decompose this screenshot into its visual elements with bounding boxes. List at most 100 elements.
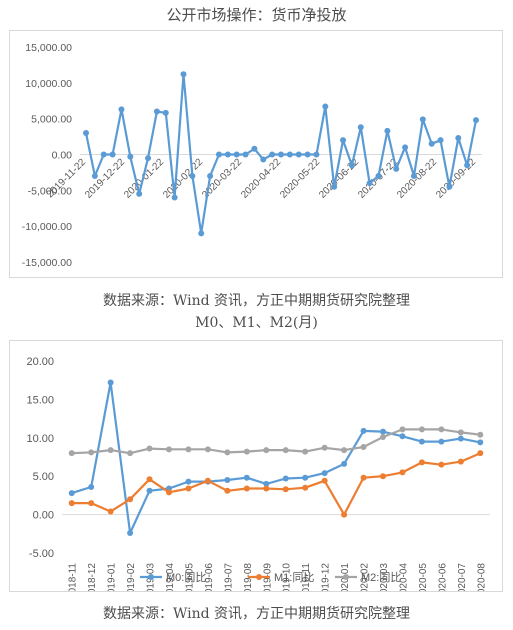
x-tick-label: 2020-01-22 (122, 157, 166, 201)
data-point (146, 445, 153, 452)
data-point (380, 434, 386, 441)
data-point (198, 230, 205, 237)
data-point (446, 183, 453, 190)
data-point (455, 135, 462, 142)
x-tick-label: 2020-06 (437, 563, 448, 591)
data-point (153, 108, 160, 115)
legend-label: M0:同比 (166, 571, 206, 584)
data-point (322, 103, 329, 110)
x-tick-label: 2020-08 (476, 563, 487, 591)
data-point (166, 446, 172, 453)
data-point (263, 447, 270, 454)
y-tick-label: -15,000.00 (22, 257, 72, 269)
y-tick-label: -5.00 (29, 548, 54, 560)
data-point (118, 106, 125, 113)
series-line (71, 428, 481, 455)
x-tick-label: 2019-03 (146, 563, 157, 591)
x-tick-label: 2020-01 (340, 563, 351, 591)
data-point (457, 429, 464, 436)
data-point (204, 446, 211, 453)
x-tick-label: 2020-05 (418, 563, 429, 591)
data-point (341, 447, 348, 454)
y-tick-label: 0.00 (52, 150, 73, 162)
y-tick-label: -5,000.00 (28, 185, 73, 197)
x-tick-label: 2019-01 (107, 563, 118, 591)
data-point (282, 475, 289, 482)
data-point (399, 433, 406, 440)
data-point (418, 426, 425, 433)
data-point (251, 145, 258, 152)
x-tick-label: 2018-11 (68, 563, 79, 591)
data-point (107, 379, 114, 386)
data-point (146, 476, 153, 483)
x-tick-label: 2019-05 (184, 563, 195, 591)
legend-label: M1:同比 (274, 571, 314, 584)
data-point (457, 435, 464, 442)
x-tick-label: 2019-10 (282, 563, 293, 591)
y-tick-label: 20.00 (26, 356, 54, 368)
legend-label: M2:同比 (361, 571, 401, 584)
data-point (180, 71, 187, 78)
data-point (162, 109, 169, 116)
data-point (410, 173, 417, 179)
data-point (438, 426, 445, 433)
data-point (233, 151, 240, 158)
data-point (341, 460, 348, 467)
data-point (457, 458, 464, 465)
data-point (185, 478, 192, 485)
data-point (282, 447, 289, 454)
data-point (185, 446, 192, 453)
data-point (331, 183, 338, 190)
chart2-title: M0、M1、M2(月) (195, 315, 318, 331)
data-point (477, 431, 484, 438)
money-supply-chart: -5.00 0.00 5.00 10.00 15.00 20.00 2018-11 2018-… (26, 356, 490, 600)
x-tick-label: 2020-07 (457, 563, 468, 591)
data-point (68, 500, 75, 507)
data-point (204, 477, 211, 484)
data-point (127, 530, 134, 537)
data-point (243, 474, 250, 481)
data-point (366, 180, 373, 187)
data-point (83, 130, 89, 136)
x-tick-label: 2019-06 (204, 563, 215, 591)
chart1-source: 数据来源：Wind 资讯，方正中期期货研究院整理 (102, 293, 411, 309)
chart2-source: 数据来源：Wind 资讯，方正中期期货研究院整理 (102, 606, 411, 622)
x-tick-label: 2020-02 (360, 563, 371, 591)
data-point (278, 151, 284, 158)
data-point (375, 173, 382, 179)
x-tick-label: 2019-02 (126, 563, 137, 591)
data-point (341, 511, 348, 518)
data-point (304, 151, 311, 158)
data-point (302, 474, 309, 481)
data-point (88, 449, 95, 456)
x-tick-label: 2020-09-22 (434, 157, 478, 201)
chart1-frame: 15,000.00 10,000.00 5,000.00 0.00 -5,000.00 -… (9, 30, 503, 278)
data-point (127, 496, 134, 503)
data-point (438, 438, 445, 445)
x-tick-label: 2019-07 (223, 563, 234, 591)
x-tick-label: 2020-05-22 (278, 157, 322, 201)
x-tick-label: 2020-04-22 (239, 157, 283, 201)
data-point (418, 438, 425, 445)
data-point (91, 173, 98, 179)
data-point (380, 473, 386, 480)
x-tick-label: 2019-09 (262, 563, 273, 591)
data-point (171, 194, 178, 201)
data-point (263, 480, 270, 487)
data-point (68, 490, 75, 497)
y-tick-label: 15,000.00 (25, 42, 72, 54)
data-point (464, 162, 471, 169)
data-point (402, 144, 409, 151)
data-point (166, 489, 172, 496)
legend-marker (256, 574, 262, 580)
data-point (224, 151, 231, 158)
data-point (340, 137, 347, 144)
data-point (109, 151, 116, 158)
x-tick-label: 2019-04 (165, 563, 176, 591)
data-point (224, 487, 231, 494)
x-tick-label: 2020-04 (398, 563, 409, 591)
data-point (260, 156, 267, 163)
data-point (302, 448, 309, 455)
y-tick-label: 15.00 (26, 394, 54, 406)
data-point (418, 459, 425, 466)
